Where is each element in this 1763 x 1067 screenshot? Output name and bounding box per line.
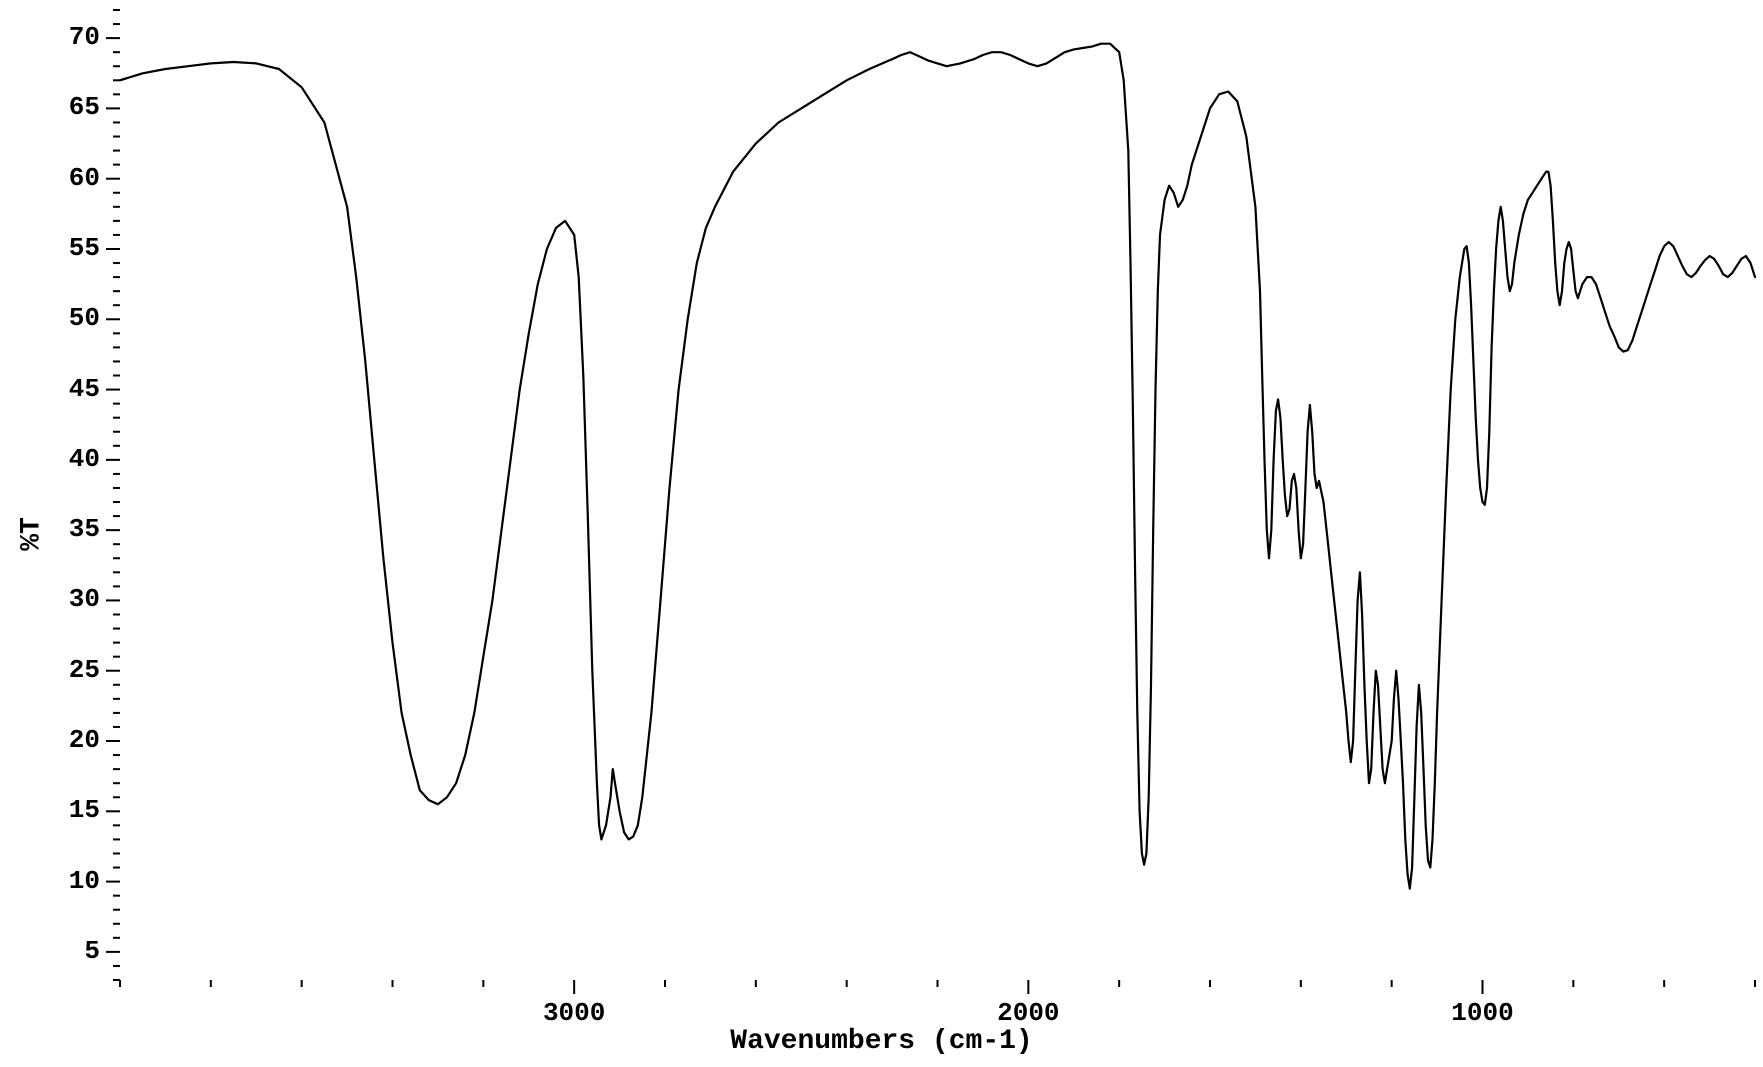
y-tick-label: 40 bbox=[69, 444, 100, 474]
y-tick-label: 65 bbox=[69, 92, 100, 122]
y-tick-label: 55 bbox=[69, 233, 100, 263]
y-tick-label: 60 bbox=[69, 163, 100, 193]
y-axis-label: %T bbox=[16, 517, 47, 551]
y-tick-label: 15 bbox=[69, 795, 100, 825]
y-tick-label: 45 bbox=[69, 374, 100, 404]
y-tick-label: 5 bbox=[84, 936, 100, 966]
x-tick-label: 2000 bbox=[988, 998, 1068, 1028]
x-axis-label: Wavenumbers (cm-1) bbox=[730, 1026, 1032, 1057]
y-tick-label: 20 bbox=[69, 725, 100, 755]
y-tick-label: 50 bbox=[69, 303, 100, 333]
y-tick-label: 25 bbox=[69, 655, 100, 685]
y-tick-label: 35 bbox=[69, 514, 100, 544]
x-tick-label: 1000 bbox=[1443, 998, 1523, 1028]
x-tick-label: 3000 bbox=[534, 998, 614, 1028]
chart-svg bbox=[0, 0, 1763, 1067]
y-tick-label: 10 bbox=[69, 866, 100, 896]
y-tick-label: 30 bbox=[69, 584, 100, 614]
y-tick-label: 70 bbox=[69, 22, 100, 52]
ir-spectrum-chart: %T Wavenumbers (cm-1) 5 10 15 20 25 30 35 40 45 5… bbox=[0, 0, 1763, 1067]
